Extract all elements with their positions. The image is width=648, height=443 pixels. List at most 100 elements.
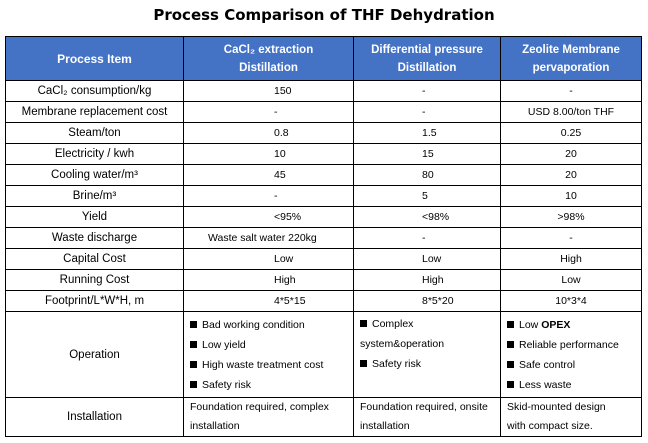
cell-cacl2: 10 (183, 143, 354, 165)
cell-zeolite: 10 (500, 185, 642, 207)
cell-cacl2-operation: Bad working condition Low yield High was… (183, 311, 354, 398)
table-row: Cooling water/m³ 45 80 20 (5, 164, 642, 186)
table-row: Electricity / kwh 10 15 20 (5, 143, 642, 165)
bullet-item: Safety risk (190, 375, 353, 395)
cell-differential: 15 (353, 143, 501, 165)
header-line: CaCl₂ extraction (223, 43, 314, 56)
bullet-item: Bad working condition (190, 315, 353, 335)
cell-differential: - (353, 80, 501, 102)
bullet-item: Reliable performance (507, 335, 641, 355)
cell-zeolite: Low (500, 269, 642, 291)
cell-line: installation (190, 420, 240, 432)
cell-cacl2: Low (183, 248, 354, 270)
cell-zeolite: - (500, 80, 642, 102)
square-bullet-icon (190, 340, 197, 348)
cell-zeolite: USD 8.00/ton THF (500, 101, 642, 123)
bullet-text: Safety risk (202, 378, 252, 391)
square-bullet-icon (507, 320, 514, 328)
square-bullet-icon (190, 320, 197, 328)
table-row: Brine/m³ - 5 10 (5, 185, 642, 207)
square-bullet-icon (190, 360, 197, 368)
bullet-item: Low OPEX (507, 315, 641, 335)
bullet-text: Safety risk (372, 358, 422, 370)
row-label: Brine/m³ (5, 185, 184, 207)
bullet-text: Complex (372, 318, 414, 330)
table-row: Footprint/L*W*H, m 4*5*15 8*5*20 10*3*4 (5, 290, 642, 312)
page-title: Process Comparison of THF Dehydration (153, 6, 495, 24)
cell-line: with compact size. (507, 420, 593, 432)
cell-differential: 80 (353, 164, 501, 186)
cell-differential: - (353, 227, 501, 249)
table-row: Waste discharge Waste salt water 220kg -… (5, 227, 642, 249)
row-label: Operation (5, 311, 184, 398)
row-label: CaCl₂ consumption/kg (5, 80, 184, 102)
row-label: Running Cost (5, 269, 184, 291)
cell-zeolite: 0.25 (500, 122, 642, 144)
square-bullet-icon (360, 360, 367, 367)
cell-differential-installation: Foundation required, onsite installation (353, 397, 501, 437)
square-bullet-icon (507, 380, 514, 388)
cell-differential-operation: Complex system&operation Safety risk (353, 311, 501, 398)
header-line: Distillation (239, 61, 298, 74)
cell-cacl2: 0.8 (183, 122, 354, 144)
bullet-text: High waste treatment cost (202, 358, 324, 371)
cell-cacl2: Waste salt water 220kg (183, 227, 354, 249)
cell-zeolite-installation: Skid-mounted design with compact size. (500, 397, 642, 437)
row-label: Membrane replacement cost (5, 101, 184, 123)
row-label: Installation (5, 397, 184, 437)
bullet-item: Safe control (507, 355, 641, 375)
comparison-table: Process Item CaCl₂ extraction Distillati… (5, 36, 642, 437)
header-zeolite-membrane: Zeolite Membrane pervaporation (500, 36, 642, 81)
cell-line: Foundation required, complex (190, 401, 329, 413)
cell-differential: 5 (353, 185, 501, 207)
installation-row: Installation Foundation required, comple… (5, 397, 642, 437)
bullet-item: Less waste (507, 375, 641, 395)
cell-differential: - (353, 101, 501, 123)
square-bullet-icon (360, 320, 367, 327)
row-label: Footprint/L*W*H, m (5, 290, 184, 312)
cell-zeolite: High (500, 248, 642, 270)
header-line: Distillation (397, 61, 457, 74)
row-label: Steam/ton (5, 122, 184, 144)
square-bullet-icon (507, 340, 514, 348)
bullet-item: Safety risk (360, 354, 500, 374)
cell-zeolite: 20 (500, 143, 642, 165)
header-differential-pressure: Differential pressure Distillation (353, 36, 501, 81)
cell-differential: High (353, 269, 501, 291)
header-line: Zeolite Membrane (522, 43, 620, 56)
header-process-item: Process Item (5, 36, 184, 81)
row-label: Cooling water/m³ (5, 164, 184, 186)
table-row: Running Cost High High Low (5, 269, 642, 291)
bullet-item: Low yield (190, 335, 353, 355)
bullet-item: Complex (360, 314, 500, 334)
bullet-text-bold: OPEX (541, 318, 571, 331)
square-bullet-icon (507, 360, 514, 368)
bullet-text: Reliable performance (519, 338, 619, 351)
cell-zeolite: - (500, 227, 642, 249)
bullet-text: Low yield (202, 338, 246, 351)
header-line: Differential pressure (371, 43, 483, 56)
bullet-text: Safe control (519, 358, 576, 371)
cell-cacl2: 45 (183, 164, 354, 186)
row-label: Yield (5, 206, 184, 228)
cell-cacl2: 150 (183, 80, 354, 102)
cell-zeolite: >98% (500, 206, 642, 228)
table-row: Steam/ton 0.8 1.5 0.25 (5, 122, 642, 144)
header-row: Process Item CaCl₂ extraction Distillati… (5, 36, 642, 81)
cell-differential: <98% (353, 206, 501, 228)
header-line: pervaporation (532, 61, 610, 74)
bullet-text: Low (519, 318, 542, 331)
cell-cacl2: High (183, 269, 354, 291)
cell-zeolite: 10*3*4 (500, 290, 642, 312)
header-cacl2-distillation: CaCl₂ extraction Distillation (183, 36, 354, 81)
row-label: Capital Cost (5, 248, 184, 270)
square-bullet-icon (190, 380, 197, 388)
cell-zeolite: 20 (500, 164, 642, 186)
row-label: Waste discharge (5, 227, 184, 249)
row-label: Electricity / kwh (5, 143, 184, 165)
cell-cacl2: <95% (183, 206, 354, 228)
cell-cacl2-installation: Foundation required, complex installatio… (183, 397, 354, 437)
cell-line: Skid-mounted design (507, 401, 606, 413)
cell-zeolite-operation: Low OPEX Reliable performance Safe contr… (500, 311, 642, 398)
operation-row: Operation Bad working condition Low yiel… (5, 311, 642, 398)
